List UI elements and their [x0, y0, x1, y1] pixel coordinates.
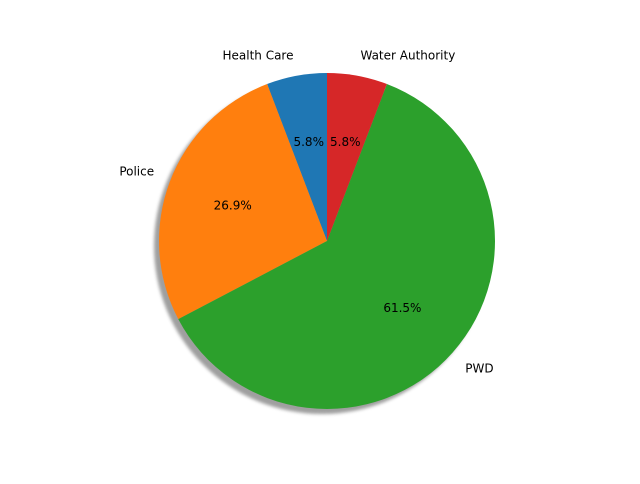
- pie-labels: Health Care 5.8% Police 26.9% PWD 61.5% Water …: [119, 48, 493, 375]
- pie-percent-health-care: 5.8%: [293, 135, 324, 149]
- pie-percent-police: 26.9%: [214, 198, 252, 212]
- pie-slice-pwd: [178, 84, 496, 409]
- pie-slice-water-authority: [327, 73, 387, 241]
- pie-slice-health-care: [267, 73, 327, 241]
- pie-wedges: [158, 73, 496, 409]
- pie-percent-water-authority: 5.8%: [330, 135, 361, 149]
- pie-label-water-authority: Water Authority: [360, 48, 455, 62]
- pie-slice-police: [158, 84, 327, 320]
- pie-label-pwd: PWD: [465, 361, 493, 375]
- pie-label-health-care: Health Care: [222, 48, 293, 62]
- pie-label-police: Police: [119, 165, 154, 179]
- pie-percent-pwd: 61.5%: [383, 301, 421, 315]
